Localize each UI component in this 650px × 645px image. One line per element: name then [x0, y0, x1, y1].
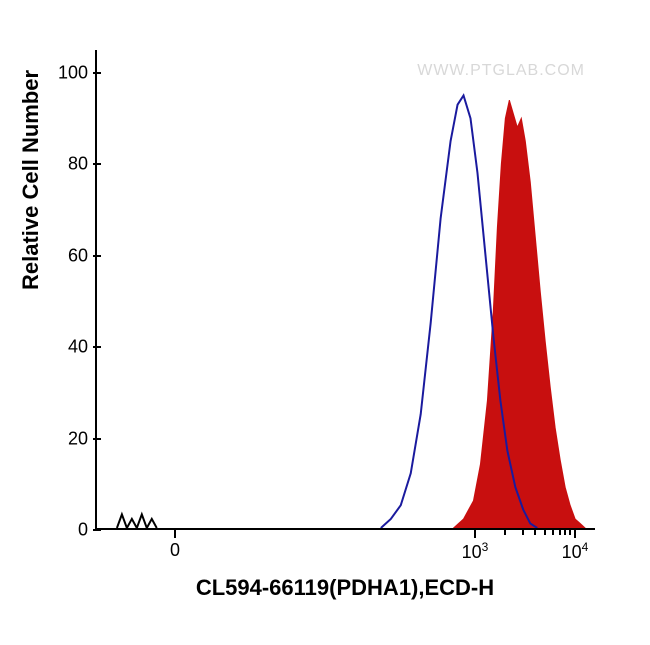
y-tick-mark — [93, 255, 101, 257]
x-tick-mark — [174, 530, 176, 538]
flow-cytometry-chart — [95, 50, 595, 530]
y-tick-label: 20 — [68, 428, 88, 449]
x-tick-mark — [574, 530, 576, 538]
y-tick-mark — [93, 346, 101, 348]
x-minor-tick — [552, 530, 554, 535]
x-minor-tick — [534, 530, 536, 535]
x-tick-label: 0 — [170, 540, 180, 561]
x-minor-tick — [559, 530, 561, 535]
plot-svg — [97, 50, 595, 528]
watermark-text: WWW.PTGLAB.COM — [417, 62, 585, 80]
x-minor-tick — [569, 530, 571, 535]
x-tick-label: 104 — [562, 540, 589, 563]
x-tick-mark — [474, 530, 476, 538]
y-tick-mark — [93, 529, 101, 531]
y-tick-label: 0 — [78, 520, 88, 541]
x-minor-tick — [504, 530, 506, 535]
baseline-noise — [117, 514, 157, 528]
x-minor-tick — [544, 530, 546, 535]
y-tick-label: 100 — [58, 62, 88, 83]
y-tick-mark — [93, 72, 101, 74]
y-tick-label: 60 — [68, 245, 88, 266]
x-tick-label: 103 — [462, 540, 489, 563]
x-minor-tick — [522, 530, 524, 535]
y-tick-mark — [93, 438, 101, 440]
sample-histogram — [454, 100, 585, 528]
y-tick-label: 80 — [68, 154, 88, 175]
y-tick-label: 40 — [68, 337, 88, 358]
y-tick-mark — [93, 163, 101, 165]
x-minor-tick — [564, 530, 566, 535]
y-axis-label: Relative Cell Number — [18, 70, 44, 290]
x-axis-label: CL594-66119(PDHA1),ECD-H — [95, 575, 595, 601]
